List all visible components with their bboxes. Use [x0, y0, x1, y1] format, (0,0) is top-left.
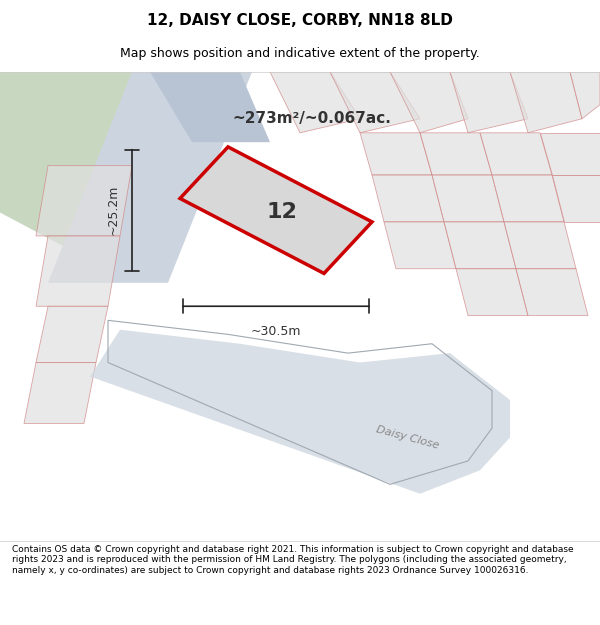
Polygon shape [510, 72, 582, 132]
Polygon shape [330, 72, 420, 132]
Polygon shape [570, 72, 600, 119]
Text: 12: 12 [266, 202, 298, 222]
Polygon shape [450, 72, 528, 132]
Text: 12, DAISY CLOSE, CORBY, NN18 8LD: 12, DAISY CLOSE, CORBY, NN18 8LD [147, 12, 453, 28]
Polygon shape [390, 72, 468, 132]
Polygon shape [504, 222, 576, 269]
Polygon shape [432, 175, 504, 222]
Polygon shape [180, 147, 372, 274]
Polygon shape [48, 72, 252, 282]
Polygon shape [270, 72, 360, 132]
Text: ~30.5m: ~30.5m [251, 325, 301, 338]
Polygon shape [36, 236, 120, 306]
Polygon shape [36, 306, 108, 362]
Polygon shape [480, 132, 552, 175]
Text: Map shows position and indicative extent of the property.: Map shows position and indicative extent… [120, 48, 480, 61]
Polygon shape [384, 222, 456, 269]
Polygon shape [456, 269, 528, 316]
Polygon shape [0, 72, 228, 282]
Polygon shape [420, 132, 492, 175]
Polygon shape [90, 330, 510, 494]
Polygon shape [492, 175, 564, 222]
Polygon shape [150, 72, 270, 142]
Text: ~273m²/~0.067ac.: ~273m²/~0.067ac. [233, 111, 391, 126]
Polygon shape [24, 362, 96, 424]
Polygon shape [552, 175, 600, 222]
Polygon shape [360, 132, 432, 175]
Polygon shape [444, 222, 516, 269]
Text: Contains OS data © Crown copyright and database right 2021. This information is : Contains OS data © Crown copyright and d… [12, 545, 574, 574]
Polygon shape [372, 175, 444, 222]
Polygon shape [540, 132, 600, 175]
Polygon shape [516, 269, 588, 316]
Text: ~25.2m: ~25.2m [107, 185, 120, 236]
Text: Daisy Close: Daisy Close [376, 424, 440, 451]
Polygon shape [36, 166, 132, 236]
